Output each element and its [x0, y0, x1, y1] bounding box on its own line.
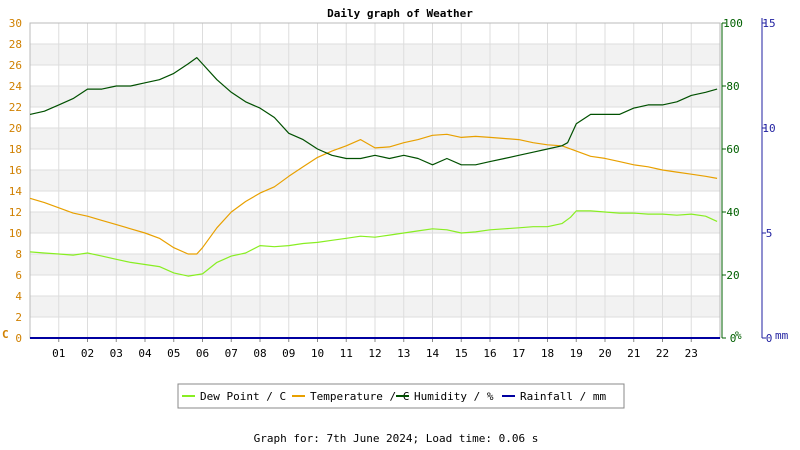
x-tick-label: 19 [570, 347, 583, 360]
far-right-axis-ticks: 0 5 10 15 [762, 17, 776, 345]
far-tick-label: 10 [762, 122, 775, 135]
left-tick-label: 6 [15, 269, 22, 282]
right-axis-ticks: 0 20 40 60 80 100 [722, 17, 743, 345]
left-tick-label: 8 [15, 248, 22, 261]
x-tick-label: 23 [685, 347, 698, 360]
far-tick-label: 5 [766, 227, 773, 240]
legend-label: Temperature / C [310, 390, 409, 403]
left-tick-label: 30 [9, 17, 22, 30]
legend: Dew Point / C Temperature / C Humidity / %… [182, 390, 606, 403]
left-tick-label: 12 [9, 206, 22, 219]
left-tick-label: 28 [9, 38, 22, 51]
x-tick-label: 21 [627, 347, 640, 360]
x-tick-label: 15 [455, 347, 468, 360]
x-tick-label: 09 [282, 347, 295, 360]
legend-label: Dew Point / C [200, 390, 286, 403]
x-tick-label: 07 [225, 347, 238, 360]
x-tick-label: 03 [110, 347, 123, 360]
x-tick-label: 04 [138, 347, 152, 360]
right-tick-label: 60 [726, 143, 739, 156]
horizontal-gridlines [30, 43, 720, 318]
left-tick-label: 4 [15, 290, 22, 303]
right-tick-label: 80 [726, 80, 739, 93]
left-tick-label: 20 [9, 122, 22, 135]
left-tick-label: 22 [9, 101, 22, 114]
left-tick-label: 16 [9, 164, 22, 177]
right-tick-label: 20 [726, 269, 739, 282]
x-tick-label: 02 [81, 347, 94, 360]
vertical-gridlines [58, 23, 692, 338]
humidity-line [29, 56, 718, 166]
far-tick-label: 15 [762, 17, 775, 30]
left-tick-label: 24 [9, 80, 23, 93]
right-tick-label: 0 [730, 332, 737, 345]
x-tick-label: 16 [483, 347, 496, 360]
x-tick-label: 17 [512, 347, 525, 360]
left-tick-label: 18 [9, 143, 22, 156]
x-tick-label: 20 [598, 347, 611, 360]
x-tick-label: 13 [397, 347, 410, 360]
left-tick-label: 2 [15, 311, 22, 324]
temperature-line [29, 133, 718, 255]
x-tick-label: 14 [426, 347, 440, 360]
x-tick-label: 11 [340, 347, 353, 360]
series-layer [29, 56, 720, 339]
far-right-axis-unit: mm [775, 329, 789, 342]
x-tick-label: 12 [368, 347, 381, 360]
right-axis-unit: % [735, 329, 742, 342]
left-tick-label: 26 [9, 59, 22, 72]
left-tick-label: 10 [9, 227, 22, 240]
x-tick-label: 22 [656, 347, 669, 360]
x-tick-label: 18 [541, 347, 554, 360]
dew-point-line [29, 210, 718, 277]
right-tick-label: 40 [726, 206, 739, 219]
x-tick-label: 10 [311, 347, 324, 360]
x-tick-label: 05 [167, 347, 180, 360]
right-tick-label: 100 [723, 17, 743, 30]
x-tick-label: 08 [253, 347, 266, 360]
far-tick-label: 0 [766, 332, 773, 345]
x-tick-label: 06 [196, 347, 209, 360]
x-tick-label: 01 [52, 347, 65, 360]
legend-label: Rainfall / mm [520, 390, 606, 403]
graph-footer: Graph for: 7th June 2024; Load time: 0.0… [254, 432, 539, 445]
left-tick-label: 0 [15, 332, 22, 345]
chart-title: Daily graph of Weather [327, 7, 473, 20]
left-axis-unit: C [2, 328, 9, 341]
left-tick-label: 14 [9, 185, 23, 198]
legend-label: Humidity / % [414, 390, 494, 403]
